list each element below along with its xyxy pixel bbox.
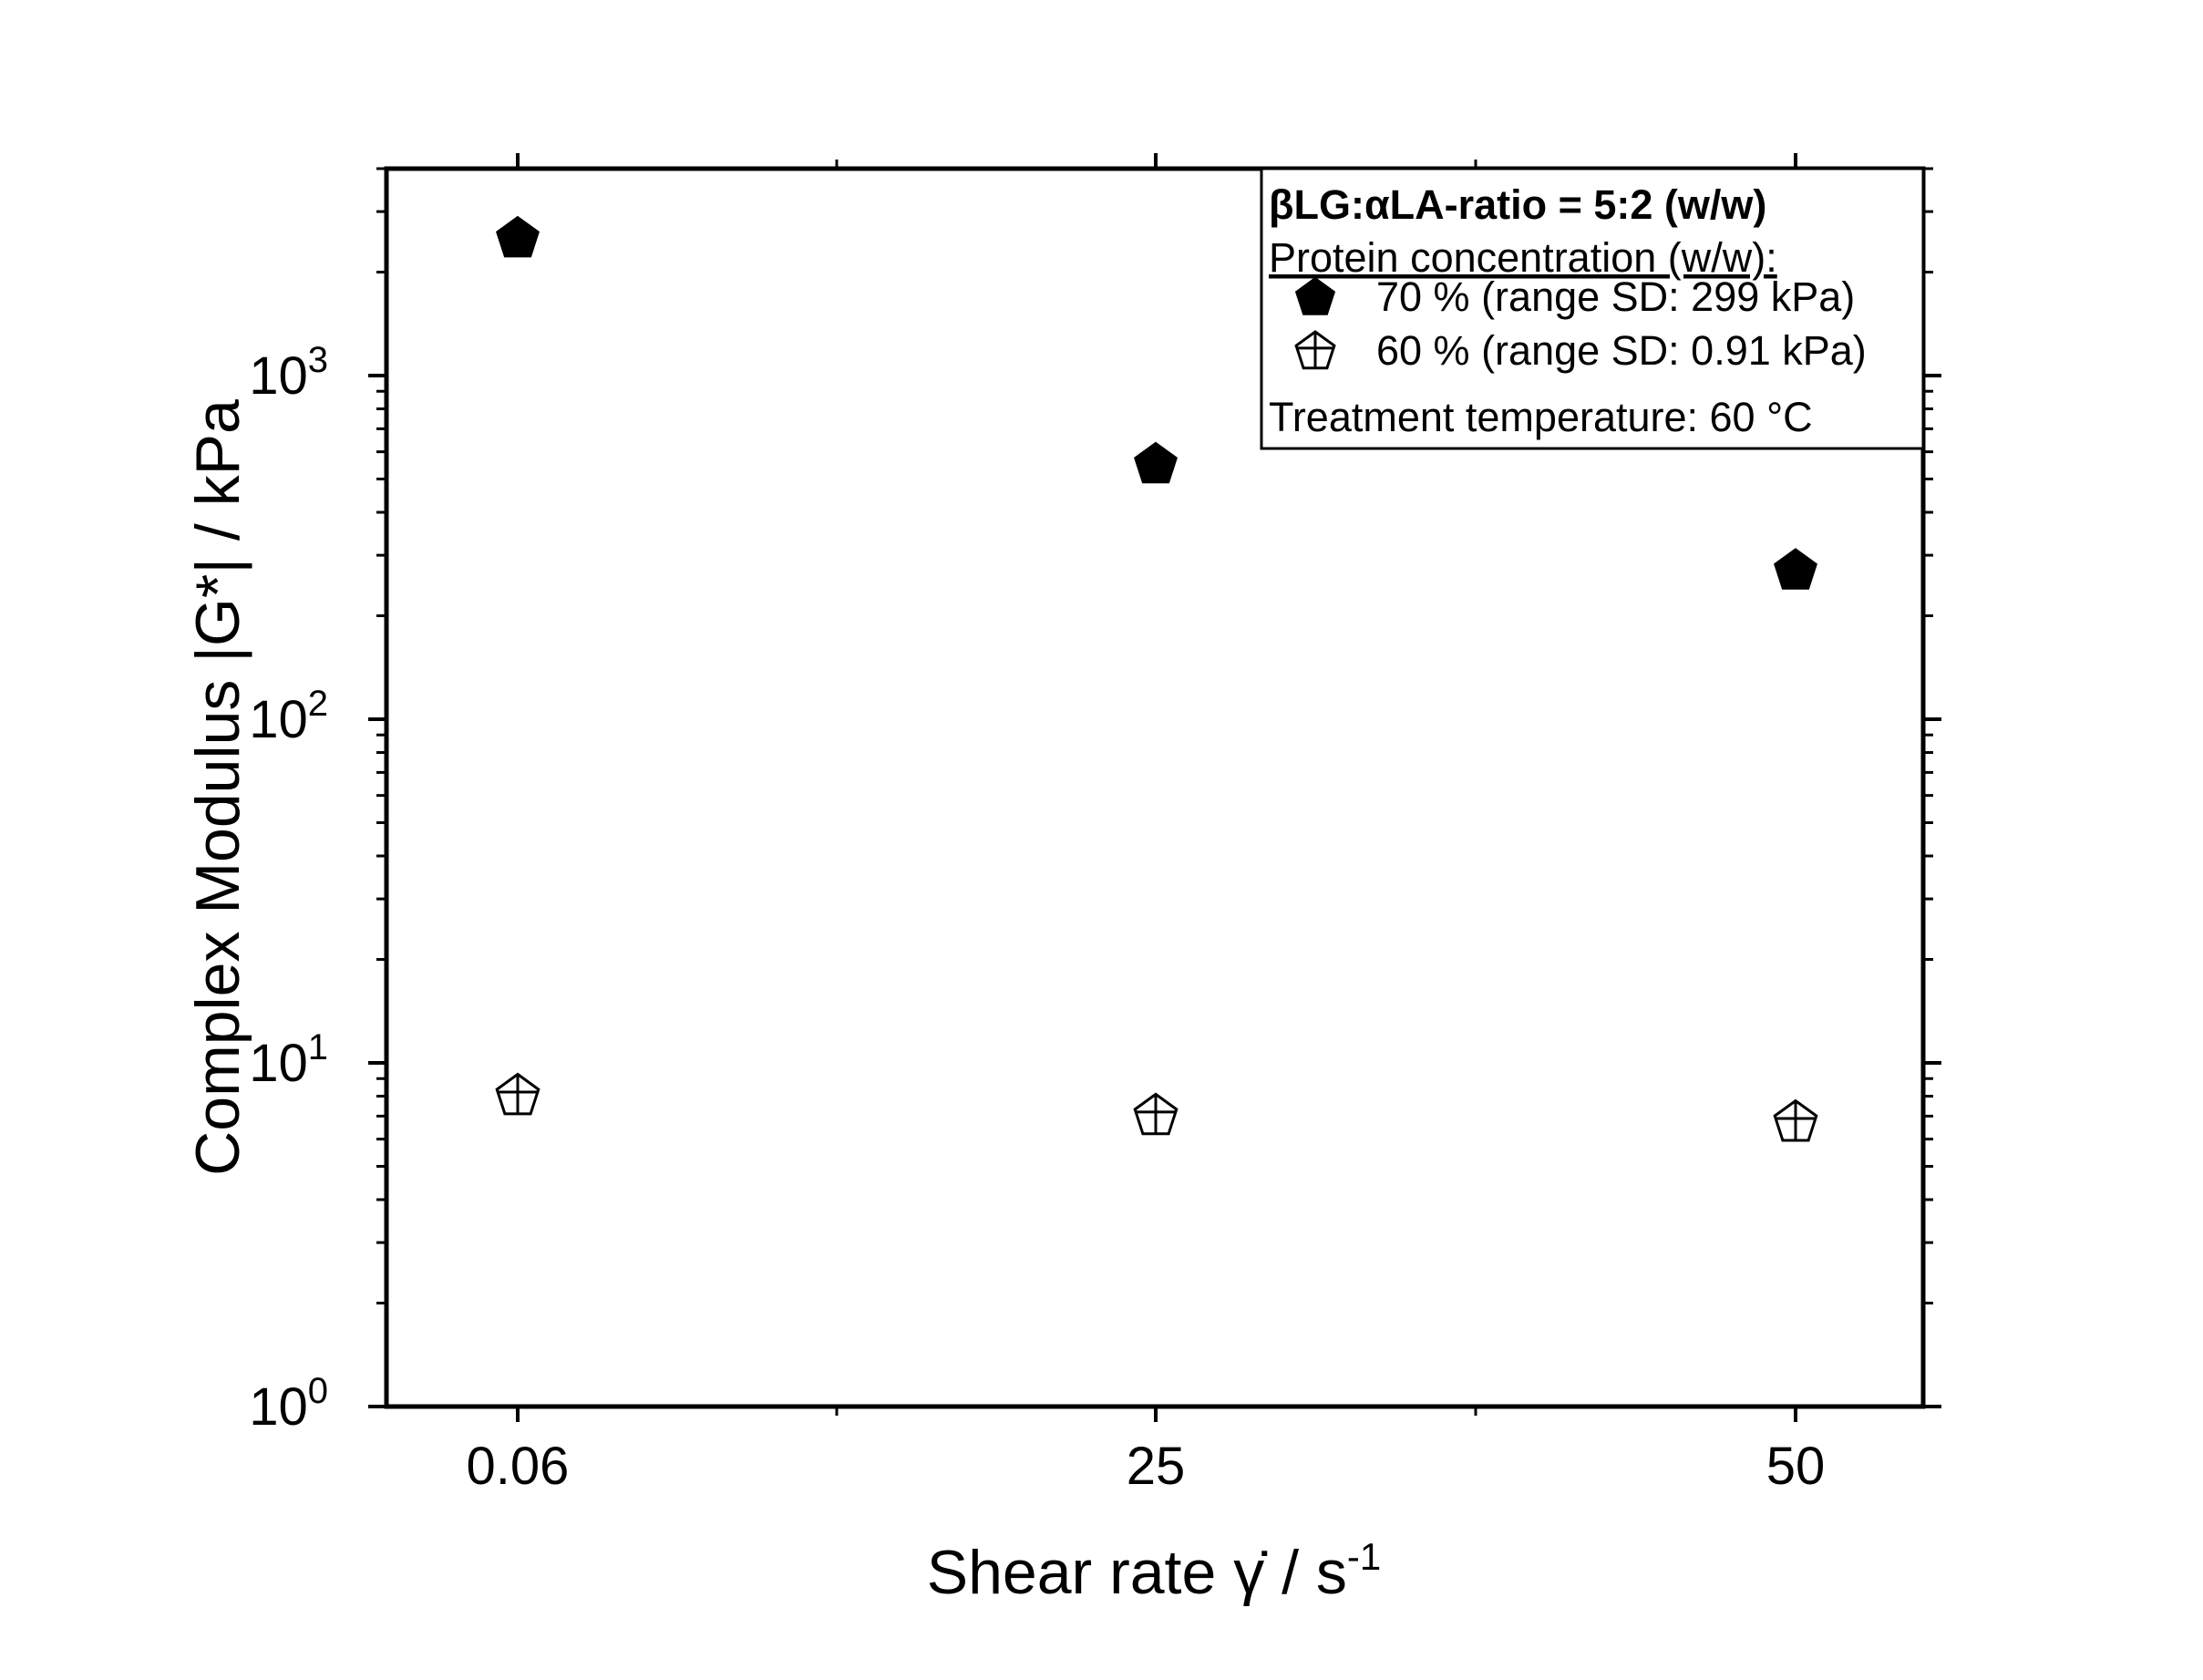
y-tick-label: 101 (249, 1027, 328, 1093)
legend-subtitle: Protein concentration (w/w): (1269, 234, 1777, 281)
x-axis-title-unit-exponent: -1 (1347, 1535, 1381, 1578)
data-point (1133, 1092, 1179, 1136)
legend: βLG:αLA-ratio = 5:2 (w/w) Protein concent… (1260, 167, 1925, 450)
data-point (1774, 548, 1817, 590)
data-point (495, 1072, 540, 1116)
data-markers (495, 215, 1818, 1142)
x-tick-label: 25 (1127, 1437, 1186, 1496)
y-axis-title: Complex Modulus |G*| / kPa (183, 399, 252, 1176)
tick-labels: 0.06 25 50 100 101 102 103 (249, 340, 1825, 1496)
data-point (1773, 1098, 1818, 1142)
plot-frame (384, 166, 1926, 1409)
x-axis-title-unit: / s (1282, 1538, 1347, 1607)
legend-title: βLG:αLA-ratio = 5:2 (w/w) (1269, 181, 1766, 228)
y-tick-label: 100 (249, 1371, 328, 1437)
y-tick-label: 103 (249, 340, 328, 406)
x-axis-title-symbol: γ̇ (1233, 1538, 1267, 1607)
data-point (1134, 441, 1178, 484)
x-axis-title-text: Shear rate (927, 1538, 1217, 1607)
legend-marker (1294, 276, 1336, 315)
legend-marker (1294, 330, 1336, 370)
legend-footer: Treatment temperature: 60 °C (1269, 394, 1813, 440)
x-tick-label: 50 (1766, 1437, 1826, 1496)
x-tick-label: 0.06 (467, 1437, 570, 1496)
x-axis-title: Shear rate γ̇ / s-1 (927, 1535, 1382, 1607)
data-point (496, 215, 540, 258)
legend-entry-label: 60 % (range SD: 0.91 kPa) (1376, 327, 1867, 374)
legend-box (1260, 167, 1925, 450)
y-tick-label: 102 (249, 684, 328, 749)
legend-entry-label: 70 % (range SD: 299 kPa) (1376, 273, 1855, 320)
